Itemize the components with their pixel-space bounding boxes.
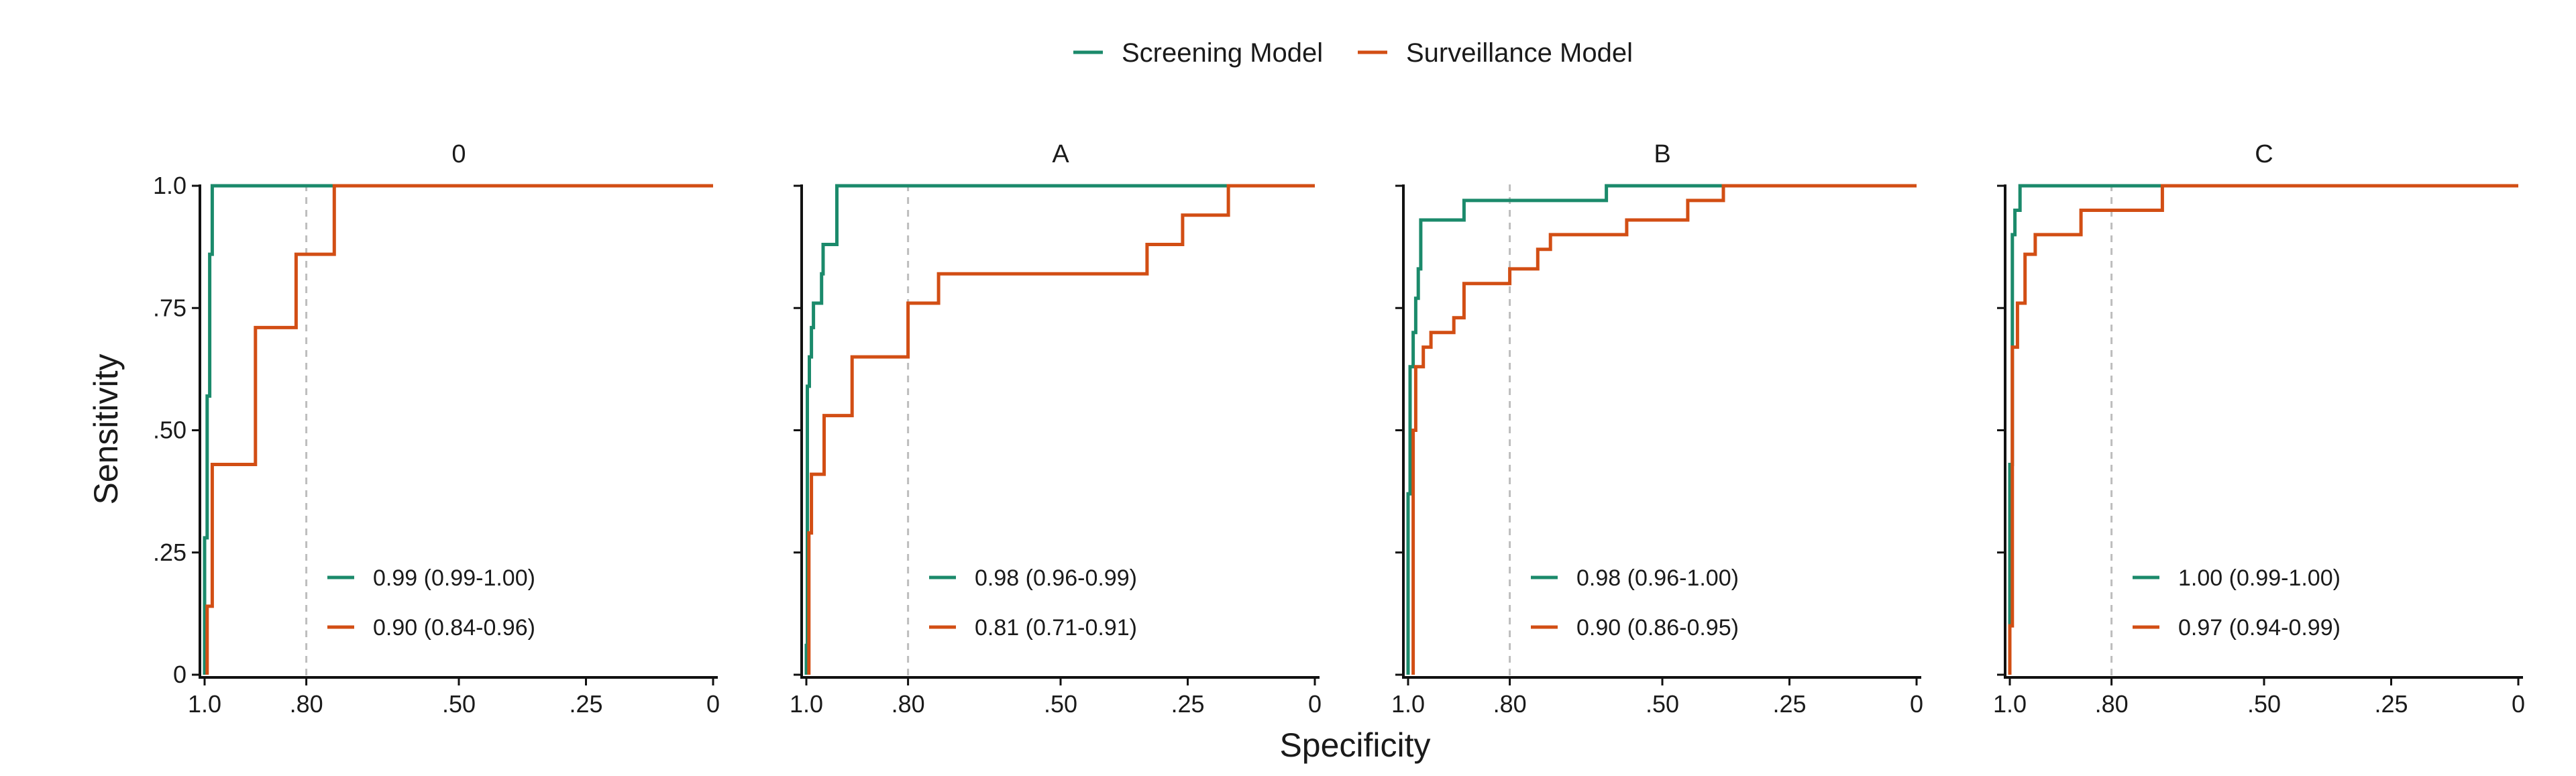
x-tick-label: .25 xyxy=(1772,690,1806,718)
x-tick-label: 1.0 xyxy=(790,690,823,718)
x-tick-label: .80 xyxy=(892,690,925,718)
x-tick-label: 1.0 xyxy=(188,690,221,718)
x-axis-title: Specificity xyxy=(1279,726,1430,764)
x-tick-label: .80 xyxy=(290,690,323,718)
y-tick-label: .50 xyxy=(153,417,186,444)
y-axis-title: Sensitivity xyxy=(87,353,125,504)
roc-line-surveillance xyxy=(807,184,1315,675)
x-tick-label: .25 xyxy=(2374,690,2408,718)
facet-title: C xyxy=(2255,140,2273,168)
facet-C: C 1.0 .80 .50 .25 0 1.00 (0.99-1.00) 0.97 (0.94… xyxy=(1993,140,2525,718)
x-tick-label: 1.0 xyxy=(1993,690,2027,718)
x-tick-label: 0 xyxy=(2512,690,2525,718)
x-tick-label: .80 xyxy=(2095,690,2129,718)
facet-B: B 1.0 .80 .50 .25 0 0.98 (0.96-1.00) 0.90 (0.86… xyxy=(1391,140,1923,718)
x-tick-label: 0 xyxy=(706,690,720,718)
roc-line-surveillance xyxy=(205,184,713,675)
legend-label-surveillance: Surveillance Model xyxy=(1406,38,1633,68)
auc-label-screening: 0.98 (0.96-1.00) xyxy=(1576,565,1739,591)
auc-label-screening: 0.98 (0.96-0.99) xyxy=(975,565,1137,591)
auc-label-surveillance: 0.90 (0.84-0.96) xyxy=(373,615,535,641)
auc-label-surveillance: 0.81 (0.71-0.91) xyxy=(975,615,1137,641)
facet-A: A 1.0 .80 .50 .25 0 0.98 (0.96-0.99) 0.81 (0.71… xyxy=(790,140,1322,718)
y-tick-label: .25 xyxy=(153,539,186,566)
facet-title: B xyxy=(1654,140,1670,168)
facet-title: 0 xyxy=(451,140,466,168)
x-tick-label: .80 xyxy=(1493,690,1527,718)
y-tick-label: 0 xyxy=(173,661,186,688)
x-tick-label: .50 xyxy=(442,690,476,718)
x-tick-label: 0 xyxy=(1308,690,1322,718)
x-tick-label: 1.0 xyxy=(1391,690,1425,718)
x-tick-label: 0 xyxy=(1910,690,1923,718)
auc-label-surveillance: 0.90 (0.86-0.95) xyxy=(1576,615,1739,641)
roc-line-screening xyxy=(1406,184,1917,675)
x-tick-label: .25 xyxy=(1171,690,1204,718)
x-tick-label: .50 xyxy=(2247,690,2281,718)
facet-title: A xyxy=(1052,140,1069,168)
x-tick-label: .50 xyxy=(1044,690,1077,718)
x-tick-label: .50 xyxy=(1646,690,1679,718)
legend-label-screening: Screening Model xyxy=(1122,38,1323,68)
roc-line-surveillance xyxy=(1411,184,1917,675)
roc-line-surveillance xyxy=(2008,184,2518,675)
x-tick-label: .25 xyxy=(569,690,602,718)
roc-line-screening xyxy=(203,184,713,675)
y-tick-label: .75 xyxy=(153,294,186,321)
roc-line-screening xyxy=(2008,184,2518,675)
legend: Screening Model Surveillance Model xyxy=(1073,38,1633,68)
y-tick-label: 1.0 xyxy=(153,172,186,199)
facet-0: 0 0 .25 .50 .75 1.0 1.0 .80 .50 .25 0 0.99 (0.99-1.… xyxy=(153,140,720,718)
auc-label-surveillance: 0.97 (0.94-0.99) xyxy=(2178,615,2341,641)
auc-label-screening: 1.00 (0.99-1.00) xyxy=(2178,565,2341,591)
facets: 0 0 .25 .50 .75 1.0 1.0 .80 .50 .25 0 0.99 (0.99-1.… xyxy=(153,140,2525,718)
roc-line-screening xyxy=(804,184,1315,675)
auc-label-screening: 0.99 (0.99-1.00) xyxy=(373,565,535,591)
